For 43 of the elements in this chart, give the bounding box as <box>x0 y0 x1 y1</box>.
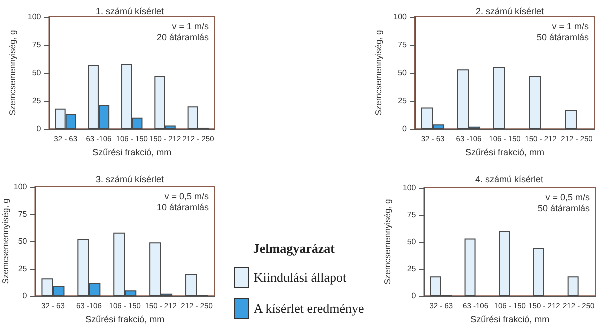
annotation: 20 átáramlás <box>156 32 210 42</box>
y-tick-label: 0 <box>22 292 28 301</box>
y-tick-label: 100 <box>14 182 28 192</box>
y-tick-label: 25 <box>407 264 417 274</box>
legend-label: A kísérlet eredménye <box>254 301 365 316</box>
annotation: v = 1 m/s <box>172 22 210 32</box>
y-tick-label: 25 <box>398 96 408 106</box>
y-tick-label: 50 <box>407 238 417 247</box>
y-tick-label: 0 <box>412 292 417 301</box>
annotation: 50 átáramlás <box>536 32 590 42</box>
y-tick-label: 0 <box>36 124 42 134</box>
y-tick-label: 100 <box>394 12 408 22</box>
chart-title: 1. számú kísérlet <box>96 6 165 16</box>
y-tick-label: 100 <box>28 12 42 22</box>
annotation: v = 1 m/s <box>552 22 590 32</box>
y-tick-label: 75 <box>32 40 42 50</box>
y-tick-label: 0 <box>402 124 408 134</box>
y-axis-title: Szemcsemennyiség, g <box>8 30 18 116</box>
y-tick-label: 50 <box>18 237 28 246</box>
y-axis-title: Szemcsemennyiség, g <box>0 198 10 284</box>
legend-title: Jelmagyarázat <box>253 241 336 256</box>
y-tick-label: 75 <box>398 40 408 50</box>
y-tick-label: 25 <box>18 264 28 274</box>
chart-title: 4. számú kísérlet <box>475 174 544 184</box>
annotation: 10 átáramlás <box>156 202 210 212</box>
annotation: v = 0,5 m/s <box>546 192 590 202</box>
x-axis-title: Szűrési frakció, mm <box>470 314 550 324</box>
chart-title: 2. számú kísérlet <box>476 6 545 16</box>
y-tick-label: 25 <box>32 96 42 106</box>
y-tick-label: 75 <box>407 210 417 220</box>
y-axis-title: Szemcsemennyiség, g <box>382 199 392 285</box>
x-axis-title: Szűrési frakció, mm <box>86 314 165 324</box>
legend-label: Kiindulási állapot <box>254 270 348 285</box>
y-tick-label: 100 <box>402 184 417 192</box>
y-axis-title: Szemcsemennyiség, g <box>373 30 384 116</box>
y-tick-label: 50 <box>398 68 408 78</box>
x-axis-title: Szűrési frakció, mm <box>465 148 545 158</box>
y-tick-label: 75 <box>18 210 28 219</box>
annotation: 50 átáramlás <box>538 204 590 214</box>
x-axis-title: Szűrési frakció, mm <box>92 148 172 158</box>
y-tick-label: 50 <box>32 68 42 78</box>
annotation: v = 0,5 m/s <box>164 192 210 202</box>
chart-title: 3. számú kísérlet <box>96 174 165 184</box>
